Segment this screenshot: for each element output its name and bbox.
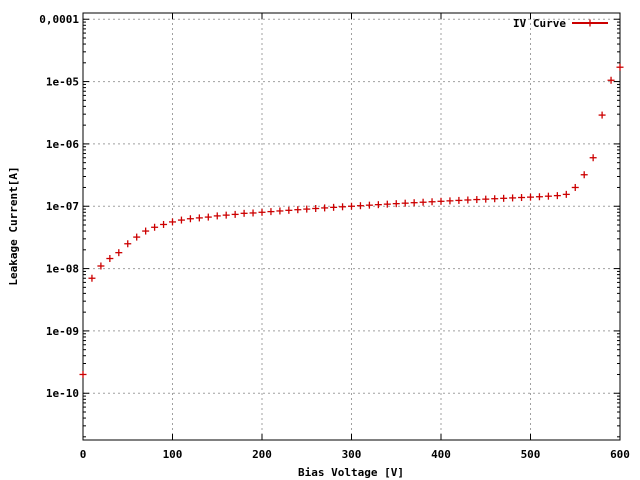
x-axis-label: Bias Voltage [V]: [298, 466, 404, 479]
legend: IV Curve: [513, 17, 608, 30]
y-tick-label: 0,0001: [39, 13, 79, 26]
data-point: [204, 213, 212, 221]
data-point: [464, 196, 472, 204]
data-point: [589, 154, 597, 162]
data-point: [231, 210, 239, 218]
data-point: [240, 209, 248, 217]
x-tick-label: 500: [521, 448, 541, 461]
data-point: [553, 192, 561, 200]
data-point: [213, 212, 221, 220]
y-tick-label: 1e-10: [46, 387, 79, 400]
data-point: [562, 190, 570, 198]
y-tick-label: 1e-07: [46, 200, 79, 213]
data-point: [312, 204, 320, 212]
data-point: [383, 200, 391, 208]
data-point: [544, 192, 552, 200]
data-point: [437, 197, 445, 205]
x-tick-label: 100: [163, 448, 183, 461]
data-point: [106, 255, 114, 263]
data-point: [473, 196, 481, 204]
data-point: [339, 203, 347, 211]
data-point: [500, 194, 508, 202]
data-point: [97, 262, 105, 270]
data-point: [267, 208, 275, 216]
data-point: [446, 197, 454, 205]
data-point: [374, 201, 382, 209]
data-point: [518, 194, 526, 202]
data-point: [527, 193, 534, 201]
data-point: [249, 209, 257, 217]
tick-labels: 0 100 200 300 400 500 600 1e-10 1e-09 1e-08 1e-07 1…: [39, 13, 630, 461]
legend-marker: [586, 19, 594, 27]
data-point: [276, 207, 284, 215]
data-point: [348, 202, 355, 210]
legend-label: IV Curve: [513, 17, 566, 30]
x-tick-label: 400: [431, 448, 451, 461]
data-point: [330, 203, 338, 211]
data-point: [392, 200, 400, 208]
data-point: [410, 199, 418, 207]
data-point: [401, 199, 409, 207]
data-point: [160, 220, 168, 228]
data-point: [303, 205, 311, 213]
data-point: [365, 201, 373, 209]
data-point: [571, 183, 579, 191]
data-point: [482, 195, 490, 203]
axis-ticks: [82, 13, 621, 440]
data-point: [142, 227, 150, 235]
data-points: [79, 63, 624, 378]
data-point: [88, 274, 96, 282]
data-point: [321, 204, 329, 212]
grid-lines: [83, 13, 620, 440]
x-tick-label: 200: [252, 448, 272, 461]
data-point: [195, 214, 203, 222]
y-tick-label: 1e-06: [46, 138, 79, 151]
data-point: [607, 76, 615, 84]
x-tick-label: 0: [80, 448, 87, 461]
data-point: [222, 211, 230, 219]
data-point: [598, 111, 606, 119]
x-tick-label: 300: [342, 448, 362, 461]
data-point: [294, 206, 302, 214]
data-point: [535, 193, 543, 201]
data-point: [580, 171, 588, 179]
data-point: [177, 216, 185, 224]
data-point: [151, 223, 159, 231]
y-tick-label: 1e-05: [46, 76, 79, 89]
data-point: [428, 198, 436, 206]
data-point: [455, 196, 463, 204]
data-point: [186, 215, 194, 223]
data-point: [356, 202, 364, 210]
y-tick-label: 1e-09: [46, 325, 79, 338]
data-point: [79, 370, 87, 378]
data-point: [616, 63, 624, 71]
y-axis-label: Leakage Current[A]: [7, 166, 20, 285]
data-point: [509, 194, 517, 202]
data-point: [115, 249, 123, 257]
data-point: [491, 195, 499, 203]
data-point: [285, 206, 293, 214]
data-point: [124, 240, 132, 248]
x-tick-label: 600: [610, 448, 630, 461]
data-point: [419, 198, 427, 206]
data-point: [258, 208, 266, 216]
data-point: [169, 218, 176, 226]
data-point: [133, 233, 141, 241]
y-tick-label: 1e-08: [46, 263, 79, 276]
